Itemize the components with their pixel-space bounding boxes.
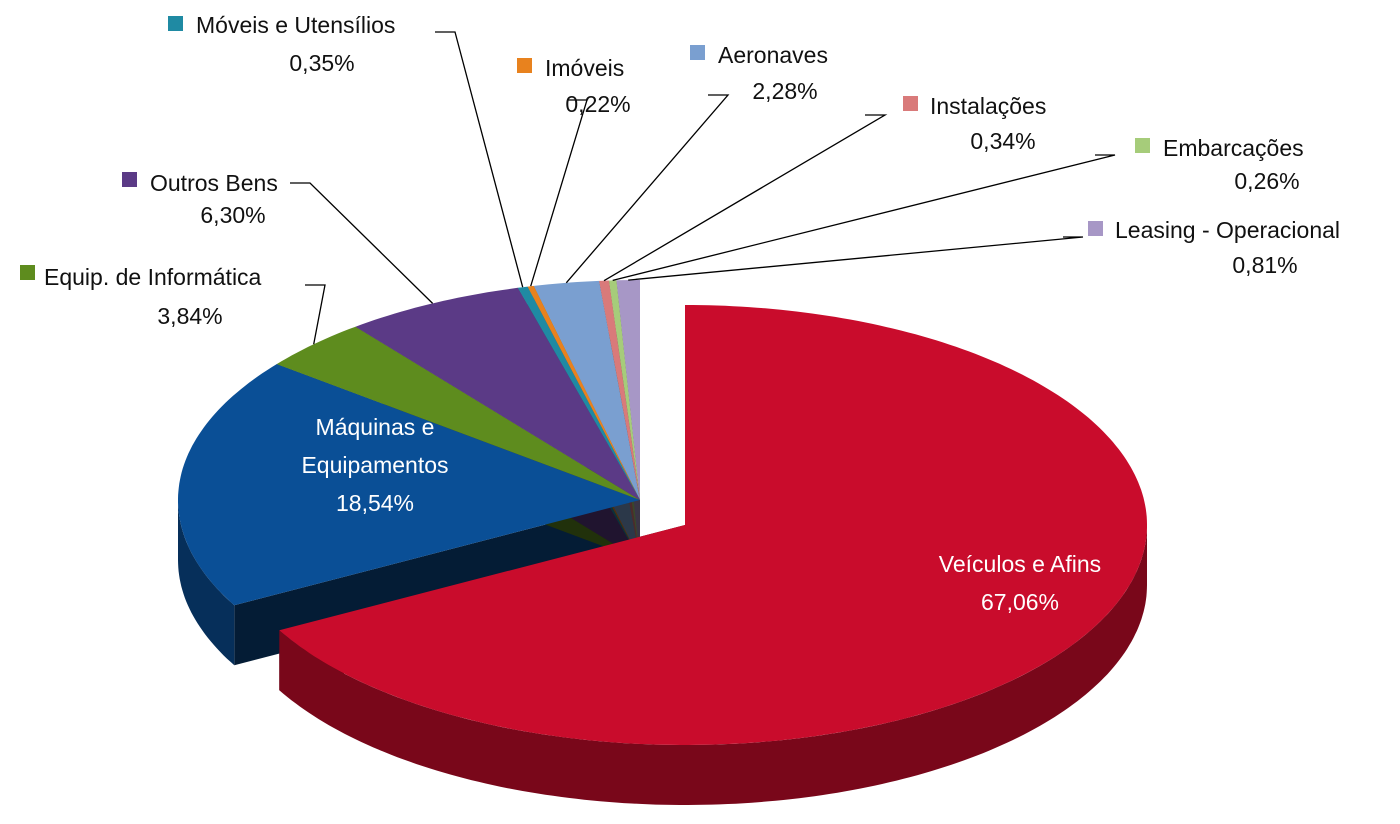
- pie-slice: [276, 326, 640, 500]
- value-label: 0,22%: [565, 91, 631, 117]
- category-label: Máquinas e Equipamentos: [301, 414, 449, 478]
- pie-slice: [533, 280, 640, 500]
- value-label: 67,06%: [980, 589, 1059, 615]
- leader-line: [628, 236, 1084, 281]
- legend-swatch: [122, 172, 137, 187]
- category-label: Imóveis: [545, 55, 625, 81]
- leader-line: [603, 114, 888, 282]
- pie-slice: [517, 286, 640, 500]
- category-label: Outros Bens: [150, 170, 278, 196]
- category-label: Veículos e Afins: [938, 551, 1102, 577]
- legend-swatch: [690, 45, 705, 60]
- leader-line: [435, 31, 524, 288]
- value-label: 2,28%: [752, 78, 818, 104]
- category-label: Leasing - Operacional: [1115, 217, 1341, 243]
- legend-swatch: [903, 96, 918, 111]
- pie-slice: [355, 287, 640, 500]
- slice-side: [279, 525, 1147, 805]
- value-label: 6,30%: [200, 202, 266, 228]
- value-label: 3,84%: [157, 303, 223, 329]
- slice-side: [178, 500, 235, 666]
- slice-label: Veículos e Afins 67,06%: [890, 545, 1150, 621]
- legend-swatch: [168, 16, 183, 31]
- pie-slice: [178, 364, 640, 606]
- pie-slice: [527, 285, 640, 500]
- leader-line: [530, 99, 588, 287]
- value-label: 0,35%: [289, 50, 355, 76]
- legend-swatch: [20, 265, 35, 280]
- pie-slice: [616, 280, 640, 500]
- leader-line: [565, 94, 730, 284]
- value-label: 0,81%: [1232, 252, 1298, 278]
- value-label: 18,54%: [335, 490, 414, 516]
- slice-label: Máquinas e Equipamentos 18,54%: [260, 408, 490, 522]
- leader-line: [290, 182, 434, 304]
- legend-swatch: [517, 58, 532, 73]
- value-label: 0,34%: [970, 128, 1036, 154]
- pie-slice: [279, 305, 1147, 745]
- value-label: 0,26%: [1234, 168, 1300, 194]
- category-label: Móveis e Utensílios: [196, 12, 396, 38]
- pie-slice: [609, 280, 640, 500]
- category-label: Aeronaves: [718, 42, 828, 68]
- legend-swatch: [1088, 221, 1103, 236]
- leader-line: [612, 154, 1116, 282]
- category-label: Equip. de Informática: [44, 264, 262, 290]
- legend-swatch: [1135, 138, 1150, 153]
- category-label: Instalações: [930, 93, 1047, 119]
- pie-slice: [599, 280, 640, 500]
- leader-line: [305, 284, 326, 345]
- category-label: Embarcações: [1163, 135, 1304, 161]
